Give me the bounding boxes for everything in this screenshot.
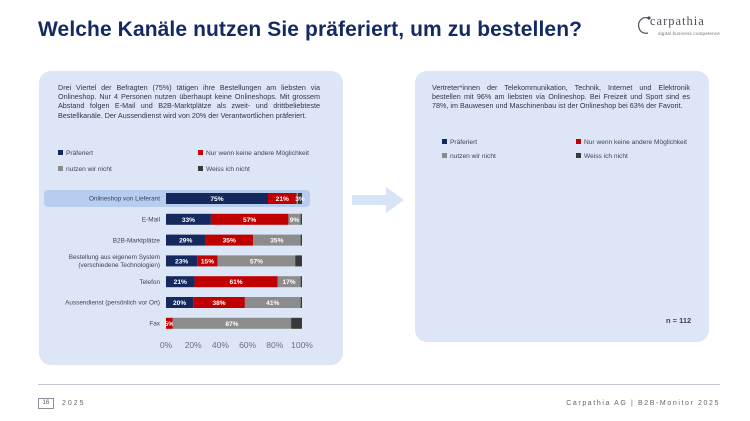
bar-segment [172,317,292,329]
data-label: 29% [179,238,192,245]
data-label: 87% [225,321,238,328]
bar-segment [217,255,296,267]
right-panel [415,71,709,342]
footer-source: Carpathia AG | B2B-Monitor 2025 [566,400,720,407]
bar-segment [197,255,218,267]
bar-segment [300,276,302,288]
bar-segment [210,213,289,225]
data-label: 75% [210,196,223,203]
bar-segment [166,276,195,288]
bar-segment [166,297,194,308]
page-number: 16 [38,398,54,409]
bar-segment [277,276,301,288]
left-legend: Präferiert Nur wenn keine andere Möglich… [58,149,338,176]
logo-tagline: digital business competence [658,31,720,36]
bar-segment [166,317,173,329]
tick-label: 60% [239,340,256,350]
legend-swatch-icon [576,138,581,144]
category-label: E-Mail [142,217,160,224]
category-label: Bestellung aus eigenem System [69,254,160,261]
footer-divider [38,384,720,385]
legend-swatch-icon [442,138,447,144]
data-label: 5% [165,321,175,328]
bar-segment [300,213,302,225]
company-logo: carpathia digital business competence [634,14,734,44]
legend-item-preferred: Präferiert [58,149,93,157]
bar-segment [300,234,302,246]
data-label: 23% [175,258,188,265]
legend-swatch-icon [198,149,203,155]
legend-item-dont-know: Weiss ich nicht [198,165,250,173]
footer-year: 2025 [62,400,86,407]
legend-swatch-icon [442,152,447,158]
tick-label: 100% [291,340,313,350]
bar-segment [166,193,268,204]
bar-segment [166,255,198,267]
category-label: (verschiedene Technologien) [78,262,160,269]
bar-segment [193,297,245,308]
bar-segment [244,297,301,308]
right-description: Vertreter*innen der Telekommunikation, T… [432,83,690,111]
category-label: Aussendienst (persönlich vor Ort) [65,300,160,307]
data-label: 9% [290,217,300,224]
arrow-right-icon [352,187,404,213]
tick-label: 80% [266,340,283,350]
data-label: 61% [229,279,242,286]
legend-swatch-icon [58,165,63,171]
legend-swatch-icon [576,152,581,158]
bar-segment [295,255,302,267]
bar-segment [166,234,206,246]
legend-item-dont-know: Weiss ich nicht [576,152,628,160]
data-label: 38% [212,300,225,307]
data-label: 35% [223,238,236,245]
bar-segment [296,193,298,204]
tick-label: 20% [185,340,202,350]
left-description: Drei Viertel der Befragten (75%) tätigen… [58,83,320,120]
data-label: 33% [182,217,195,224]
category-label: Fax [149,321,160,328]
data-label: 17% [282,279,295,286]
bar-segment [253,234,301,246]
legend-item-not-used: nutzen wir nicht [58,165,112,173]
bar-segment [166,213,211,225]
bar-segment [205,234,254,246]
legend-item-preferred: Präferiert [442,138,477,146]
data-label: 20% [173,300,186,307]
category-label: Telefon [139,279,160,286]
data-label: 15% [201,258,214,265]
data-label: 57% [243,217,256,224]
bar-segment [297,193,302,204]
bar-segment [291,317,302,329]
data-label: 21% [174,279,187,286]
page-title: Welche Kanäle nutzen Sie präferiert, um … [38,18,583,41]
category-label: B2B-Marktplätze [113,237,161,244]
logo-mark-icon [637,16,651,34]
legend-item-only-if-needed: Nur wenn keine andere Möglichkeit [576,138,687,146]
bar-segment [194,276,278,288]
bar-segment [268,193,297,204]
sample-size-label: n = 112 [666,316,692,325]
data-label: 21% [276,196,289,203]
data-label: 57% [250,258,263,265]
category-label: Onlineshop von Lieferant [89,196,160,203]
legend-swatch-icon [58,149,63,155]
right-legend: Präferiert Nur wenn keine andere Möglich… [442,138,702,165]
bar-segment [300,297,302,308]
bar-segment [288,213,301,225]
logo-name: carpathia [650,14,705,28]
tick-label: 0% [160,340,173,350]
data-label: 35% [270,238,283,245]
tick-label: 40% [212,340,229,350]
legend-item-only-if-needed: Nur wenn keine andere Möglichkeit [198,149,309,157]
legend-swatch-icon [198,165,203,171]
legend-item-not-used: nutzen wir nicht [442,152,496,160]
data-label: 3% [295,196,305,203]
data-label: 41% [266,300,279,307]
